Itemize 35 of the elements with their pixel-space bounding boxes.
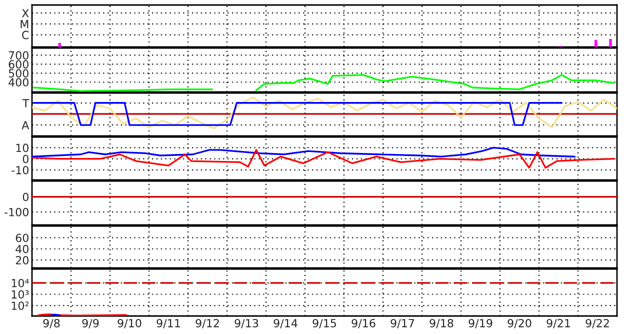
- text: M: [20, 20, 28, 28]
- x-tick-label: 9/17: [390, 318, 414, 328]
- x-tick-label: 9/8: [43, 318, 60, 328]
- x-tick-label: 9/16: [352, 318, 376, 328]
- y-tick-label: 400: [8, 78, 28, 86]
- y-tick-label: -10: [12, 166, 28, 174]
- x-tick-label: 9/15: [312, 318, 336, 328]
- text: X: [22, 9, 29, 18]
- y-tick-label: 40: [16, 244, 28, 254]
- x-tick-label: 9/13: [234, 318, 258, 328]
- y-tick-label: 600: [8, 60, 28, 69]
- y-tick-label: 500: [8, 69, 28, 78]
- x-tick-label: 9/19: [468, 318, 492, 328]
- y-tick-label: 700: [8, 51, 28, 60]
- y-tick-label: 10³: [12, 290, 29, 299]
- y-tick-label: 20: [16, 256, 28, 264]
- y-tick-label: -100: [4, 208, 28, 216]
- x-tick-label: 9/18: [430, 318, 454, 328]
- y-tick-label: 0: [22, 192, 28, 202]
- text: C: [22, 30, 29, 40]
- x-tick-label: 9/14: [274, 318, 298, 328]
- x-tick-label: 9/11: [156, 318, 180, 328]
- x-tick-label: 9/12: [196, 318, 219, 328]
- x-tick-label: 9/10: [118, 318, 142, 328]
- x-tick-label: 9/20: [508, 318, 532, 328]
- y-tick-label: 10²: [12, 302, 29, 310]
- x-tick-label: 9/22: [586, 318, 609, 328]
- text: A: [22, 121, 30, 130]
- y-tick-label: 10⁴: [12, 278, 29, 288]
- x-tick-label: 9/9: [82, 318, 99, 328]
- y-tick-label: 60: [16, 234, 28, 242]
- y-tick-label: 10: [16, 144, 28, 152]
- text: T: [22, 99, 30, 108]
- x-tick-label: 9/21: [546, 318, 570, 328]
- y-tick-label: 0: [22, 154, 28, 164]
